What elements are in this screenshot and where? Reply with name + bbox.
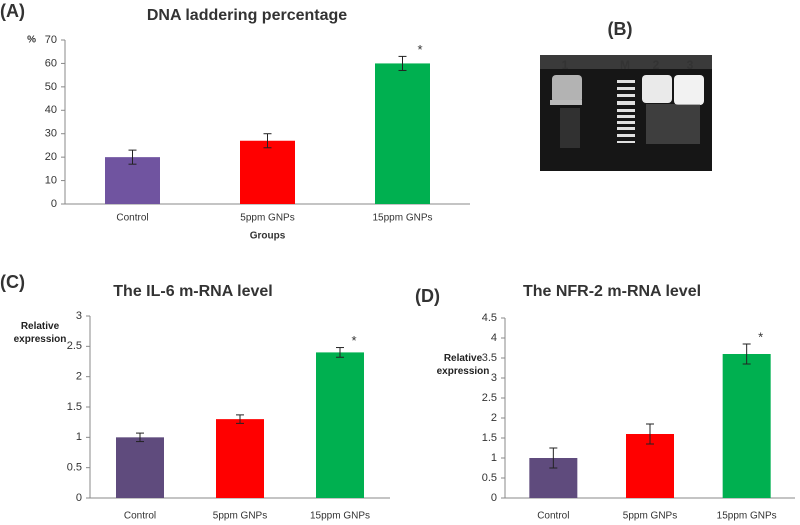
x-tick-label: Control: [116, 213, 148, 224]
y-tick-label: 2: [76, 371, 82, 383]
panel-label: (C): [0, 272, 25, 292]
y-axis-label: Relative expression: [13, 321, 67, 345]
y-tick-label: 3: [76, 310, 82, 322]
annotation: *: [758, 329, 763, 344]
x-tick-label: Control: [124, 511, 156, 522]
lane-label: 1: [562, 58, 569, 72]
lane-label: 3: [687, 58, 694, 72]
y-tick-label: 30: [45, 128, 57, 140]
bar: [722, 354, 771, 498]
chart-title: The IL-6 m-RNA level: [113, 283, 272, 300]
annotation: *: [351, 333, 356, 348]
y-tick-label: 0.5: [482, 472, 497, 484]
y-tick-label: 2.5: [482, 392, 497, 404]
gel-ladder: [617, 80, 635, 143]
x-axis-label: Groups: [250, 231, 286, 242]
panel-label: (D): [415, 286, 440, 306]
bar: [626, 434, 674, 498]
bar: [375, 63, 430, 204]
y-tick-label: 20: [45, 151, 57, 163]
y-tick-label: 0.5: [67, 462, 82, 474]
y-tick-label: 3: [491, 372, 497, 384]
y-tick-label: 3.5: [482, 352, 497, 364]
bar: [216, 419, 264, 498]
x-tick-label: 5ppm GNPs: [213, 511, 267, 522]
gel-smear: [642, 75, 672, 103]
y-tick-label: 1: [491, 452, 497, 464]
y-tick-label: 1.5: [482, 432, 497, 444]
lane-label: M: [620, 58, 630, 72]
gel-smear: [552, 75, 582, 103]
y-tick-label: 1: [76, 431, 82, 443]
y-tick-label: 4: [491, 332, 497, 344]
y-tick-label: 2.5: [67, 340, 82, 352]
y-tick-label: 0: [51, 198, 57, 210]
annotation: *: [417, 42, 422, 57]
bar: [240, 140, 295, 204]
y-tick-label: 2: [491, 412, 497, 424]
y-axis-label: Relative expression: [436, 353, 490, 377]
x-tick-label: 15ppm GNPs: [310, 511, 370, 522]
y-tick-label: 60: [45, 57, 57, 69]
gel-smear: [674, 75, 704, 105]
x-tick-label: 15ppm GNPs: [717, 511, 777, 522]
chart-title: The NFR-2 m-RNA level: [523, 283, 701, 300]
y-tick-label: 40: [45, 104, 57, 116]
bar: [105, 157, 160, 204]
bar: [316, 352, 364, 498]
gel-band: [550, 100, 582, 105]
y-axis-label: %: [27, 35, 36, 46]
panel-label: (A): [0, 1, 25, 21]
lane-label: 2: [653, 58, 660, 72]
y-tick-label: 0: [491, 492, 497, 504]
gel-smear: [646, 104, 700, 144]
chart-title: DNA laddering percentage: [147, 7, 347, 24]
y-tick-label: 4.5: [482, 312, 497, 324]
bar: [116, 437, 164, 498]
x-tick-label: 5ppm GNPs: [623, 511, 677, 522]
panel-label: (B): [608, 19, 633, 39]
x-tick-label: Control: [537, 511, 569, 522]
x-tick-label: 5ppm GNPs: [240, 213, 294, 224]
x-tick-label: 15ppm GNPs: [372, 213, 432, 224]
y-tick-label: 50: [45, 81, 57, 93]
y-tick-label: 0: [76, 492, 82, 504]
gel-smear: [560, 108, 580, 148]
gel-well-row: [540, 55, 712, 69]
y-tick-label: 1.5: [67, 401, 82, 413]
y-tick-label: 70: [45, 34, 57, 46]
y-tick-label: 10: [45, 174, 57, 186]
